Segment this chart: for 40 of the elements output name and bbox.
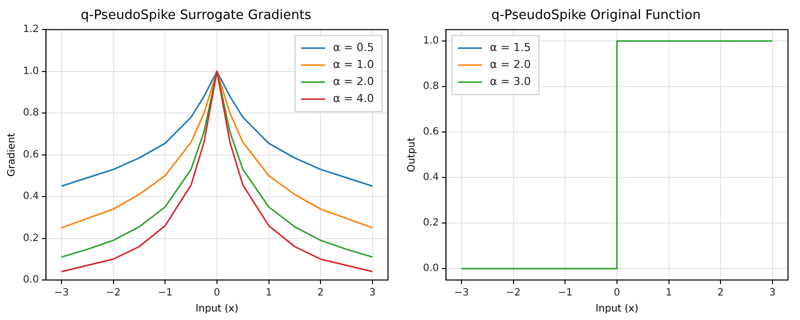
y-tick-label: 1.0 [422,36,439,47]
x-tick-label: −1 [158,288,172,299]
y-tick-label: 1.2 [22,24,39,36]
x-tick-label: 2 [717,288,724,299]
y-tick-label: 0.2 [422,218,439,229]
y-tick-label: 0.6 [422,126,439,138]
legend-label: α = 1.5 [490,40,531,54]
x-tick-label: −3 [454,288,469,299]
y-axis-title: Gradient [6,132,18,177]
legend-label: α = 1.0 [333,58,374,71]
x-tick-label: −1 [558,288,572,299]
x-tick-label: 0 [614,288,620,299]
x-tick-label: 0 [214,288,220,299]
y-tick-label: 0.0 [22,274,39,286]
y-tick-label: 0.0 [422,263,439,274]
x-tick-label: 1 [266,288,272,299]
y-tick-label: 0.8 [422,81,439,92]
x-tick-label: 3 [369,288,376,299]
x-tick-label: 3 [769,288,776,299]
chart-title: q-PseudoSpike Original Function [491,8,701,24]
x-tick-label: 1 [666,288,672,299]
x-axis-title: Input (x) [196,304,238,315]
x-tick-label: −3 [54,288,69,299]
y-tick-label: 0.8 [22,108,39,119]
legend-label: α = 2.0 [333,74,374,88]
y-tick-label: 0.4 [422,172,439,184]
chart-title: q-PseudoSpike Surrogate Gradients [80,8,312,24]
y-tick-label: 0.4 [22,191,39,202]
y-tick-label: 0.2 [22,232,39,244]
legend-label: α = 3.0 [490,74,531,88]
x-axis-title: Input (x) [596,304,638,315]
x-tick-label: 2 [317,288,324,299]
legend-label: α = 2.0 [490,58,531,71]
legend-label: α = 0.5 [333,40,374,54]
legend-label: α = 4.0 [333,92,374,105]
y-tick-label: 0.6 [22,149,39,160]
x-tick-label: −2 [106,288,121,299]
x-tick-label: −2 [506,288,521,299]
y-axis-title: Output [406,137,418,172]
y-tick-label: 1.0 [22,66,39,77]
